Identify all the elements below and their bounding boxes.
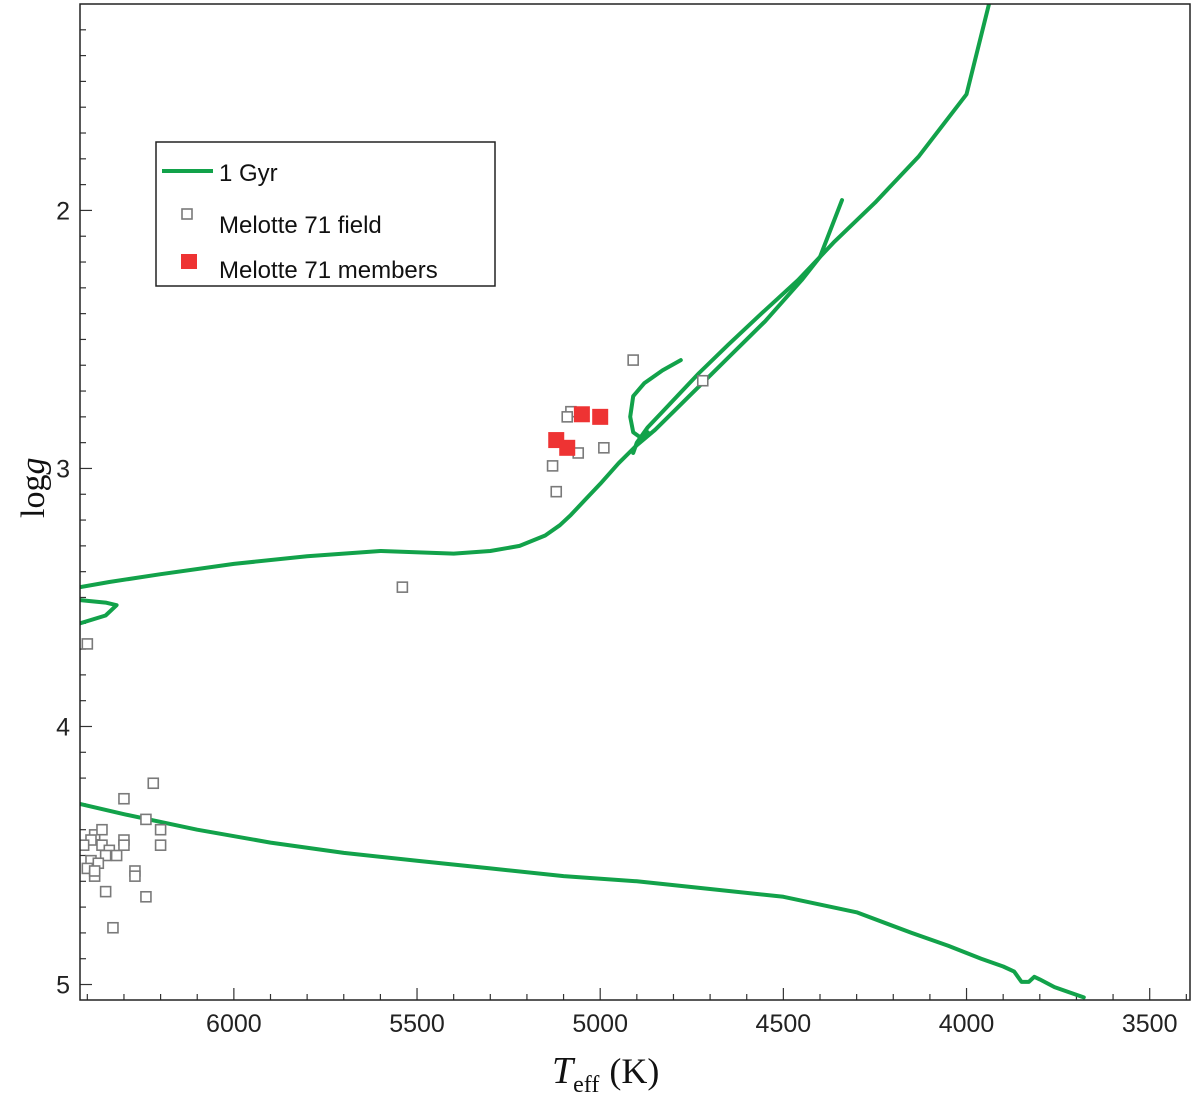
field-star-point <box>546 460 559 472</box>
isochrone-1-gyr-line <box>80 598 119 626</box>
x-axis-label-sub: eff <box>573 1072 599 1098</box>
legend-swatch-members <box>181 254 197 269</box>
field-star-point <box>154 823 167 836</box>
y-axis-label: logg <box>15 458 52 518</box>
field-star-point <box>561 411 574 423</box>
legend-label-1-gyr: 1 Gyr <box>219 160 278 187</box>
x-tick-label: 5000 <box>572 1010 628 1038</box>
legend: 1 Gyr Melotte 71 field Melotte 71 member… <box>155 141 496 287</box>
y-tick-label: 3 <box>56 455 70 483</box>
field-star-point <box>550 485 563 498</box>
field-star-point <box>598 442 610 454</box>
x-axis-label-unit: (K) <box>609 1051 659 1091</box>
legend-label-field: Melotte 71 field <box>219 212 382 239</box>
legend-label-members: Melotte 71 members <box>219 257 438 284</box>
field-star-point <box>129 870 141 882</box>
x-axis-label: Teff (K) <box>552 1050 659 1098</box>
field-star-point <box>99 885 112 898</box>
field-star-point <box>81 638 94 650</box>
legend-swatch-field <box>181 208 193 220</box>
field-star-point <box>107 921 119 934</box>
x-tick-label: 4000 <box>939 1010 995 1038</box>
field-star-point <box>140 813 152 826</box>
plot-frame <box>79 3 1191 1001</box>
field-star-point <box>96 823 108 836</box>
field-star-point <box>396 581 409 593</box>
tick-labels: 6000 5500 5000 4500 4000 3500 2 3 4 5 <box>56 197 1177 1038</box>
isochrone-1-gyr-line <box>631 4 992 455</box>
field-star-point <box>154 839 167 851</box>
member-star-point <box>592 408 609 425</box>
isochrone-1-gyr-line <box>628 358 683 440</box>
x-tick-label: 4500 <box>756 1010 812 1038</box>
plot-layer <box>80 4 1086 1000</box>
ticks-layer <box>80 29 1187 1000</box>
x-tick-label: 3500 <box>1122 1010 1178 1038</box>
isochrone-1-gyr-line <box>80 198 844 590</box>
x-axis-label-var: T <box>552 1050 576 1092</box>
y-tick-label: 2 <box>56 197 70 225</box>
y-tick-label: 5 <box>56 972 70 1000</box>
legend-box <box>155 141 496 287</box>
field-star-point <box>147 777 160 790</box>
x-tick-label: 6000 <box>206 1010 262 1038</box>
field-star-point <box>627 354 639 366</box>
x-tick-label: 5500 <box>389 1010 445 1038</box>
field-star-point <box>118 792 130 805</box>
isochrone-1-gyr-line <box>80 801 1086 1000</box>
field-star-point <box>80 839 90 851</box>
y-axis-label-var: g <box>15 458 52 475</box>
field-star-point <box>140 890 152 903</box>
y-axis-label-text: log <box>15 475 52 518</box>
member-star-point <box>559 439 576 456</box>
y-tick-label: 4 <box>56 713 70 741</box>
field-star-point <box>88 865 101 877</box>
field-star-point <box>118 839 130 851</box>
member-star-point <box>573 406 590 423</box>
field-star-point <box>110 849 123 862</box>
field-star-point <box>99 849 112 862</box>
field-star-point <box>696 374 709 387</box>
